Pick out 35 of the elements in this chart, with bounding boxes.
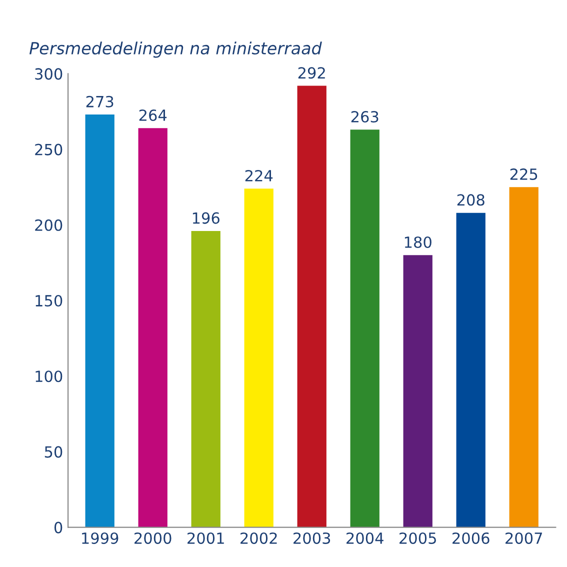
chart-title: Persmededelingen na ministerraad [29,42,322,58]
y-tick-label: 300 [35,68,62,80]
bar [191,230,220,528]
x-tick-label: 2006 [452,532,490,544]
data-label: 292 [298,67,325,79]
bar [244,188,274,528]
data-label: 264 [139,109,167,122]
x-tick-label: 2002 [240,532,277,544]
bar [350,130,380,528]
y-tick-label: 200 [35,219,62,231]
data-label: 208 [457,194,484,206]
y-tick-label: 100 [36,370,62,382]
bar [138,128,168,528]
bar [509,187,538,528]
x-tick-label: 2004 [346,532,384,544]
x-tick-label: 2000 [134,532,172,544]
data-label: 263 [351,110,378,123]
x-tick-label: 2005 [400,532,436,544]
y-tick-label: 50 [44,446,62,458]
y-tick-label: 250 [35,144,62,156]
bar [297,86,326,528]
data-label: 225 [510,168,538,180]
data-label: 180 [404,236,432,248]
bar [85,114,114,528]
bar [403,255,432,528]
x-tick-label: 2003 [294,532,330,544]
data-label: 273 [86,96,114,108]
x-tick-label: 1999 [82,532,118,544]
data-label: 224 [245,170,273,182]
y-tick-label: 0 [54,522,62,534]
bar [456,212,486,528]
y-tick-label: 150 [36,294,62,307]
data-label: 196 [192,212,220,224]
x-tick-label: 2001 [188,532,224,544]
x-tick-label: 2007 [506,532,542,544]
